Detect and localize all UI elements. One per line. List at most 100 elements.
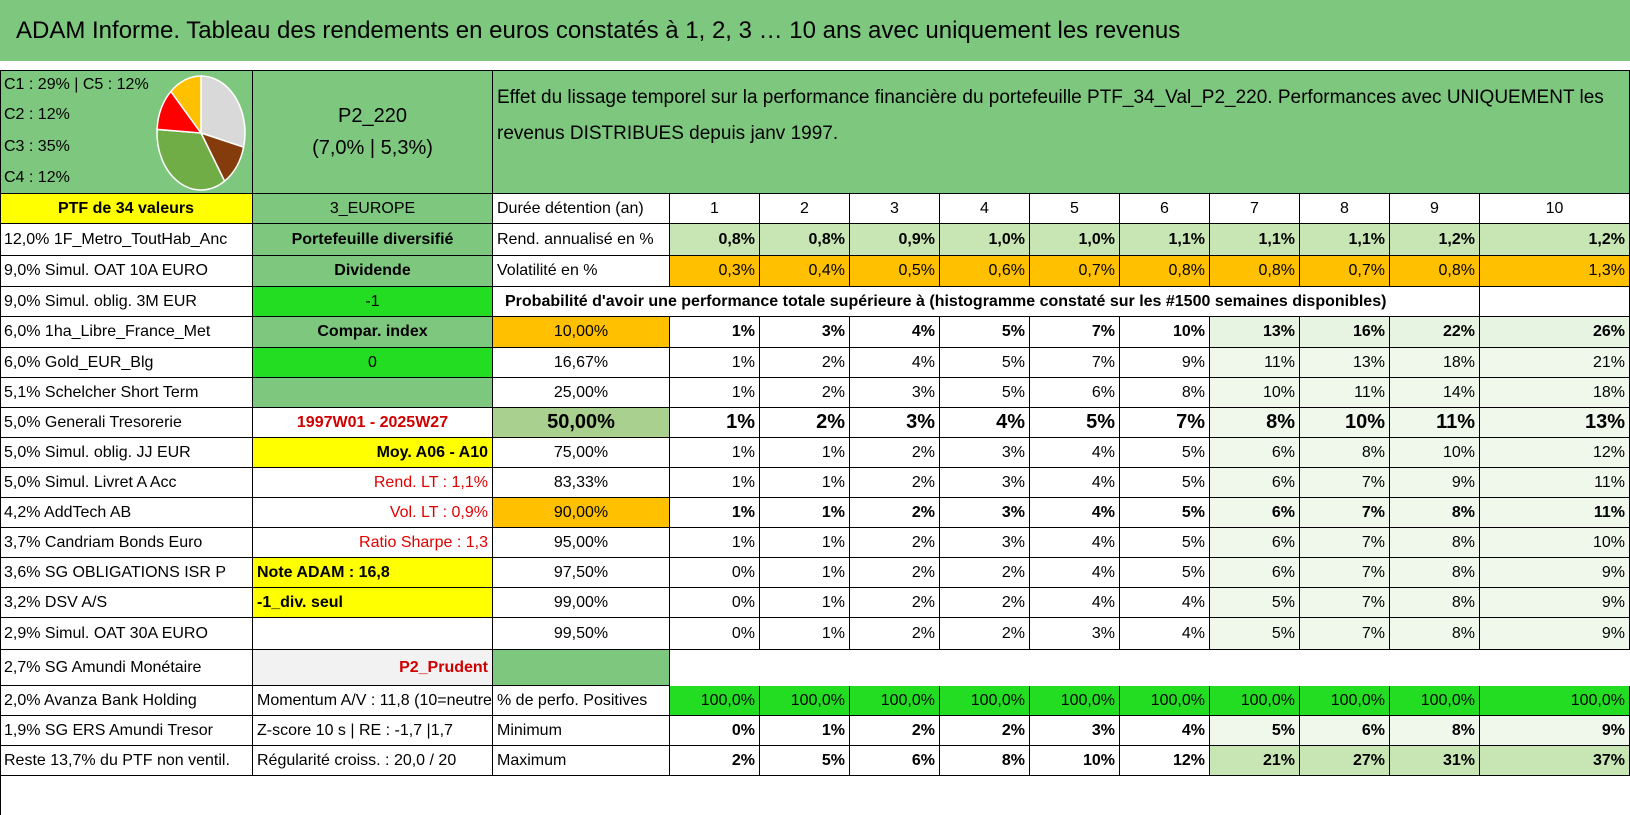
probability-value: 8%	[1390, 588, 1480, 618]
probability-value: 1%	[670, 438, 760, 468]
maximum-value: 31%	[1390, 746, 1480, 776]
maximum-value: 6%	[850, 746, 940, 776]
year-header: 5	[1030, 194, 1120, 224]
pie-slice-c3	[156, 128, 226, 191]
probability-value: 8%	[1210, 408, 1300, 438]
holding-item: 5,0% Generali Tresorerie	[0, 408, 253, 438]
sharpe-ratio: Ratio Sharpe : 1,3	[253, 528, 493, 558]
probability-value: 0%	[670, 588, 760, 618]
positive-performance-value: 100,0%	[850, 686, 940, 716]
probability-value: 13%	[1210, 317, 1300, 348]
probability-value: 5%	[1120, 558, 1210, 588]
probability-value: 3%	[850, 408, 940, 438]
volatility-value: 1,3%	[1480, 256, 1630, 287]
probability-threshold: 97,50%	[493, 558, 670, 588]
probability-value: 7%	[1300, 528, 1390, 558]
allocation-summary: C1 : 29% | C5 : 12% C2 : 12% C3 : 35% C4…	[0, 70, 253, 194]
probability-value: 1%	[670, 528, 760, 558]
probability-value: 8%	[1120, 378, 1210, 408]
probability-threshold: 25,00%	[493, 378, 670, 408]
holding-item: 4,2% AddTech AB	[0, 498, 253, 528]
probability-caption: Probabilité d'avoir une performance tota…	[493, 287, 1480, 317]
minimum-value: 6%	[1300, 716, 1390, 746]
probability-value: 7%	[1300, 468, 1390, 498]
probability-value: 12%	[1480, 438, 1630, 468]
probability-value: 1%	[670, 348, 760, 378]
year-header: 8	[1300, 194, 1390, 224]
annual-return-value: 0,8%	[760, 224, 850, 256]
probability-value: 2%	[850, 498, 940, 528]
holding-item: 9,0% Simul. OAT 10A EURO	[0, 256, 253, 287]
probability-value: 2%	[850, 618, 940, 650]
probability-value: 5%	[940, 378, 1030, 408]
probability-value: 3%	[940, 468, 1030, 498]
allocation-line: C3 : 35%	[4, 138, 70, 155]
volatility-value: 0,5%	[850, 256, 940, 287]
probability-value: 5%	[1120, 468, 1210, 498]
holding-item: 2,9% Simul. OAT 30A EURO	[0, 618, 253, 650]
holding-item: 2,0% Avanza Bank Holding	[0, 686, 253, 716]
year-header: 1	[670, 194, 760, 224]
probability-value: 21%	[1480, 348, 1630, 378]
probability-value: 4%	[1120, 618, 1210, 650]
probability-value: 5%	[1210, 588, 1300, 618]
probability-value: 0%	[670, 558, 760, 588]
minimum-value: 3%	[1030, 716, 1120, 746]
holding-item: 9,0% Simul. oblig. 3M EUR	[0, 287, 253, 317]
probability-value: 6%	[1210, 528, 1300, 558]
allocation-line: C2 : 12%	[4, 106, 70, 123]
probability-value: 7%	[1300, 588, 1390, 618]
probability-value: 1%	[670, 408, 760, 438]
positive-performance-label: % de perfo. Positives	[493, 686, 670, 716]
volatility-value: 0,6%	[940, 256, 1030, 287]
probability-value: 4%	[1120, 588, 1210, 618]
probability-value: 1%	[760, 528, 850, 558]
volatility-value: 0,3%	[670, 256, 760, 287]
maximum-value: 10%	[1030, 746, 1120, 776]
pie-slice-c5	[169, 75, 202, 136]
probability-value: 13%	[1480, 408, 1630, 438]
empty-cell	[253, 618, 493, 650]
probability-value: 2%	[850, 438, 940, 468]
holding-item: 6,0% Gold_EUR_Blg	[0, 348, 253, 378]
probability-value: 9%	[1120, 348, 1210, 378]
annual-return-value: 0,8%	[670, 224, 760, 256]
maximum-value: 2%	[670, 746, 760, 776]
minimum-value: 9%	[1480, 716, 1630, 746]
probability-value: 9%	[1480, 588, 1630, 618]
year-header: 4	[940, 194, 1030, 224]
portfolio-ratios: (7,0% | 5,3%)	[312, 137, 433, 159]
probability-threshold: 10,00%	[493, 317, 670, 348]
positive-performance-value: 100,0%	[940, 686, 1030, 716]
probability-threshold: 75,00%	[493, 438, 670, 468]
probability-value: 7%	[1300, 618, 1390, 650]
long-term-return: Rend. LT : 1,1%	[253, 468, 493, 498]
long-term-volatility: Vol. LT : 0,9%	[253, 498, 493, 528]
probability-value: 5%	[1120, 438, 1210, 468]
probability-value: 1%	[760, 438, 850, 468]
probability-value: 22%	[1390, 317, 1480, 348]
holding-item: 12,0% 1F_Metro_ToutHab_Anc	[0, 224, 253, 256]
maximum-label: Maximum	[493, 746, 670, 776]
probability-value: 1%	[670, 378, 760, 408]
comparison-index-value: 0	[253, 348, 493, 378]
holding-period-label: Durée détention (an)	[493, 194, 670, 224]
probability-value: 10%	[1480, 528, 1630, 558]
probability-value: 9%	[1480, 558, 1630, 588]
year-header: 9	[1390, 194, 1480, 224]
growth-regularity: Régularité croiss. : 20,0 / 20	[253, 746, 493, 776]
income-mode: Dividende	[253, 256, 493, 287]
maximum-value: 12%	[1120, 746, 1210, 776]
probability-value: 10%	[1120, 317, 1210, 348]
probability-value: 6%	[1210, 438, 1300, 468]
probability-value: 11%	[1390, 408, 1480, 438]
probability-value: 8%	[1300, 438, 1390, 468]
probability-value: 26%	[1480, 317, 1630, 348]
annual-return-value: 1,2%	[1480, 224, 1630, 256]
probability-value: 4%	[1030, 588, 1120, 618]
volatility-label: Volatilité en %	[493, 256, 670, 287]
maximum-value: 5%	[760, 746, 850, 776]
report-title: ADAM Informe. Tableau des rendements en …	[0, 0, 1630, 61]
annual-return-value: 1,0%	[940, 224, 1030, 256]
